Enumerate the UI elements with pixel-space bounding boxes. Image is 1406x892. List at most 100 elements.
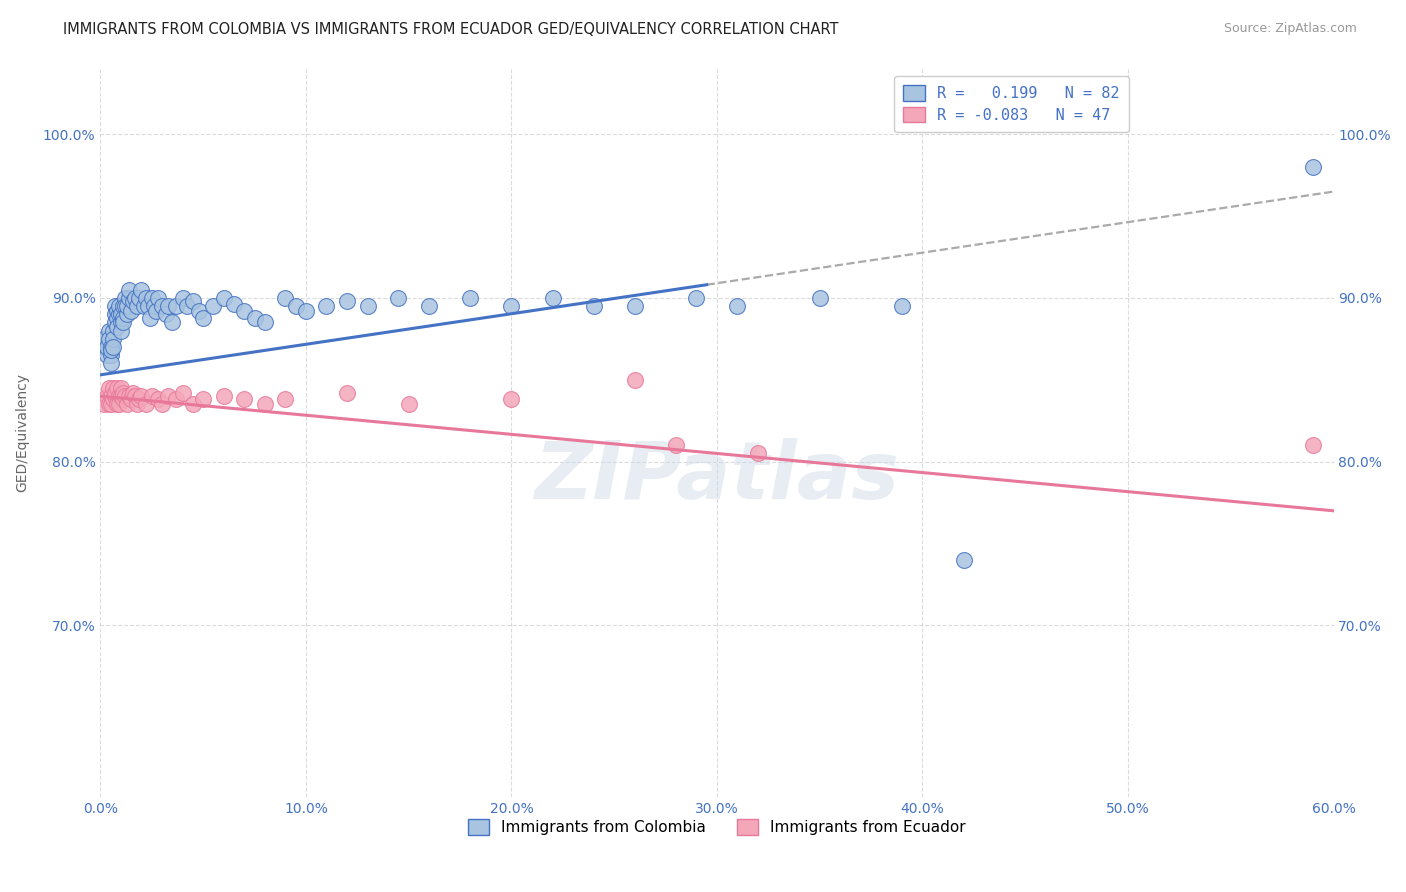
Point xyxy=(114,299,136,313)
Point xyxy=(191,310,214,325)
Point xyxy=(104,389,127,403)
Point xyxy=(141,389,163,403)
Point xyxy=(150,397,173,411)
Text: IMMIGRANTS FROM COLOMBIA VS IMMIGRANTS FROM ECUADOR GED/EQUIVALENCY CORRELATION : IMMIGRANTS FROM COLOMBIA VS IMMIGRANTS F… xyxy=(63,22,839,37)
Point xyxy=(460,291,482,305)
Point xyxy=(101,392,124,407)
Point xyxy=(387,291,409,305)
Point xyxy=(1302,438,1324,452)
Legend: Immigrants from Colombia, Immigrants from Ecuador: Immigrants from Colombia, Immigrants fro… xyxy=(458,810,976,845)
Point xyxy=(108,397,131,411)
Point xyxy=(127,299,149,313)
Point xyxy=(222,297,245,311)
Point xyxy=(115,299,138,313)
Point xyxy=(100,343,122,358)
Point xyxy=(165,299,187,313)
Point xyxy=(108,307,131,321)
Point xyxy=(110,307,132,321)
Point xyxy=(582,299,605,313)
Point xyxy=(97,381,120,395)
Point xyxy=(336,385,359,400)
Point xyxy=(501,392,523,407)
Point xyxy=(97,324,120,338)
Point xyxy=(111,299,134,313)
Point xyxy=(890,299,912,313)
Point xyxy=(105,310,128,325)
Point xyxy=(274,291,297,305)
Point xyxy=(952,553,974,567)
Point xyxy=(114,291,136,305)
Point xyxy=(141,291,163,305)
Point xyxy=(101,332,124,346)
Point xyxy=(501,299,523,313)
Point xyxy=(176,299,198,313)
Point xyxy=(727,299,749,313)
Point xyxy=(623,373,645,387)
Point xyxy=(110,324,132,338)
Point xyxy=(685,291,707,305)
Point xyxy=(541,291,564,305)
Point xyxy=(808,291,831,305)
Point xyxy=(202,299,225,313)
Point xyxy=(110,389,132,403)
Point xyxy=(284,299,307,313)
Point xyxy=(114,389,136,403)
Point xyxy=(105,304,128,318)
Point xyxy=(115,307,138,321)
Point xyxy=(105,320,128,334)
Point xyxy=(155,307,177,321)
Point xyxy=(295,304,318,318)
Point xyxy=(157,389,180,403)
Point xyxy=(253,315,276,329)
Point xyxy=(1302,160,1324,174)
Y-axis label: GED/Equivalency: GED/Equivalency xyxy=(15,374,30,492)
Point xyxy=(96,389,118,403)
Point xyxy=(97,332,120,346)
Point xyxy=(124,291,146,305)
Point xyxy=(157,299,180,313)
Point xyxy=(111,310,134,325)
Point xyxy=(191,392,214,407)
Point xyxy=(665,438,688,452)
Point xyxy=(233,392,256,407)
Point xyxy=(100,356,122,370)
Point xyxy=(136,299,159,313)
Point xyxy=(100,389,122,403)
Point xyxy=(398,397,420,411)
Point xyxy=(233,304,256,318)
Point xyxy=(122,385,145,400)
Point xyxy=(110,381,132,395)
Point xyxy=(172,385,194,400)
Point xyxy=(135,291,157,305)
Point xyxy=(120,392,142,407)
Point xyxy=(104,315,127,329)
Text: ZIPatlas: ZIPatlas xyxy=(534,438,900,516)
Point xyxy=(188,304,211,318)
Point xyxy=(100,340,122,354)
Point xyxy=(96,348,118,362)
Text: Source: ZipAtlas.com: Source: ZipAtlas.com xyxy=(1223,22,1357,36)
Point xyxy=(122,294,145,309)
Point xyxy=(105,397,128,411)
Point xyxy=(212,389,235,403)
Point xyxy=(131,389,153,403)
Point xyxy=(132,299,155,313)
Point xyxy=(150,299,173,313)
Point xyxy=(104,299,127,313)
Point xyxy=(181,294,204,309)
Point xyxy=(243,310,266,325)
Point xyxy=(356,299,378,313)
Point xyxy=(145,304,167,318)
Point xyxy=(131,283,153,297)
Point xyxy=(747,446,769,460)
Point xyxy=(115,397,138,411)
Point xyxy=(418,299,440,313)
Point xyxy=(138,310,160,325)
Point xyxy=(146,392,169,407)
Point xyxy=(181,397,204,411)
Point xyxy=(128,392,150,407)
Point xyxy=(93,340,115,354)
Point xyxy=(315,299,337,313)
Point xyxy=(100,397,122,411)
Point xyxy=(118,283,141,297)
